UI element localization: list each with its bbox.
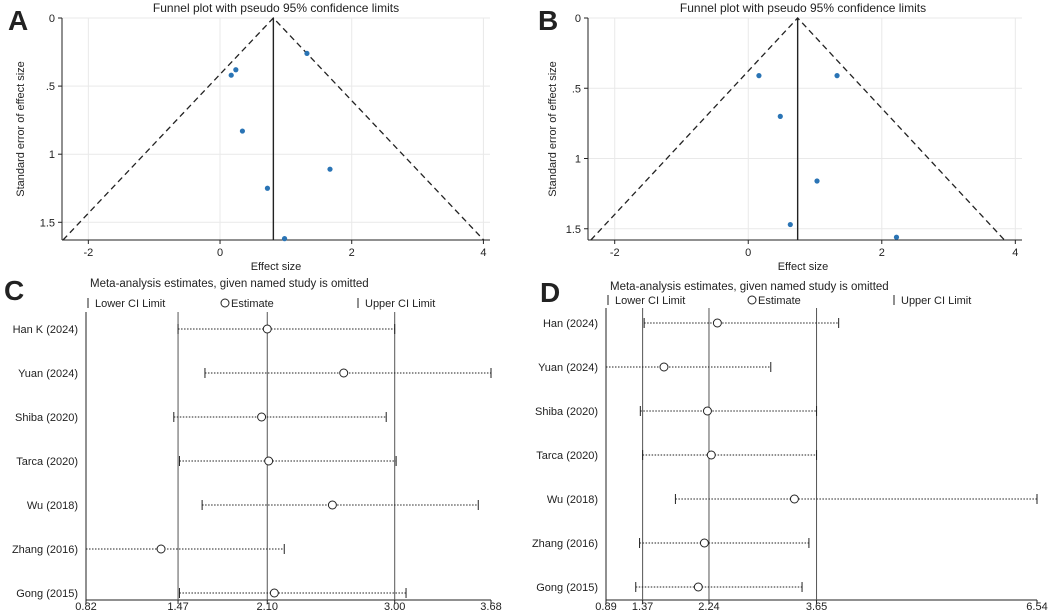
estimate-marker — [257, 412, 267, 422]
plot-area — [588, 18, 1022, 240]
study-point — [777, 113, 783, 119]
estimate-marker — [699, 538, 709, 548]
estimate-marker — [702, 406, 712, 416]
estimate-marker — [712, 318, 722, 328]
legend-upper-ci-label: Upper CI Limit — [901, 295, 971, 307]
y-tick-label: .5 — [572, 83, 581, 95]
study-label: Han K (2024) — [13, 324, 78, 336]
chart-title: Meta-analysis estimates, given named stu… — [610, 281, 889, 293]
x-tick-label: 0.82 — [75, 601, 96, 613]
estimate-marker — [706, 450, 716, 460]
study-label: Yuan (2024) — [18, 368, 78, 380]
x-axis-label: Effect size — [251, 261, 302, 273]
study-point — [228, 72, 234, 78]
study-label: Gong (2015) — [536, 582, 598, 594]
estimate-marker — [693, 582, 703, 592]
x-tick-label: 2 — [879, 247, 885, 259]
study-label: Han (2024) — [543, 318, 598, 330]
x-axis-label: Effect size — [778, 261, 829, 273]
study-point — [327, 166, 333, 172]
study-label: Tarca (2020) — [16, 456, 78, 468]
legend-estimate-symbol — [747, 295, 757, 305]
legend-estimate-label: Estimate — [231, 298, 274, 310]
study-point — [787, 221, 793, 228]
x-tick-label: 1.37 — [632, 601, 653, 613]
estimate-marker — [264, 456, 274, 466]
x-tick-label: 0 — [217, 247, 223, 259]
x-tick-label: 6.54 — [1026, 601, 1047, 613]
panel-label: C — [4, 275, 24, 306]
study-point — [304, 50, 310, 57]
estimate-marker — [789, 494, 799, 504]
legend-estimate-symbol — [220, 298, 230, 308]
estimate-marker — [262, 324, 272, 334]
x-tick-label: 0 — [745, 247, 751, 259]
legend-lower-ci-label: Lower CI Limit — [615, 295, 685, 307]
y-axis-label: Standard error of effect size — [15, 61, 27, 197]
chart-title: Meta-analysis estimates, given named stu… — [90, 278, 369, 290]
y-axis-label: Standard error of effect size — [547, 61, 559, 197]
study-label: Tarca (2020) — [536, 450, 598, 462]
study-label: Yuan (2024) — [538, 362, 598, 374]
x-tick-label: 2.10 — [257, 601, 278, 613]
legend-lower-ci-label: Lower CI Limit — [95, 298, 165, 310]
estimate-marker — [269, 588, 279, 598]
y-tick-label: 1 — [49, 149, 55, 161]
estimate-marker — [156, 544, 166, 554]
x-tick-label: -2 — [83, 247, 93, 259]
chart-title: Funnel plot with pseudo 95% confidence l… — [680, 1, 926, 15]
panel-label: B — [538, 5, 558, 36]
x-tick-label: 4 — [1012, 247, 1018, 259]
x-tick-label: 3.68 — [480, 601, 501, 613]
study-point — [281, 236, 288, 242]
estimate-marker — [339, 368, 349, 378]
study-point — [233, 67, 239, 73]
study-label: Gong (2015) — [16, 588, 78, 600]
legend-estimate-label: Estimate — [758, 295, 801, 307]
x-tick-label: 3.65 — [806, 601, 827, 613]
study-point — [239, 128, 246, 134]
y-tick-label: 0 — [575, 13, 581, 25]
study-point — [264, 185, 271, 191]
study-label: Zhang (2016) — [532, 538, 598, 550]
study-point — [834, 73, 840, 79]
study-label: Shiba (2020) — [535, 406, 598, 418]
study-point — [756, 73, 762, 79]
y-tick-label: 1 — [575, 154, 581, 166]
study-point — [893, 234, 900, 240]
chart-title: Funnel plot with pseudo 95% confidence l… — [153, 1, 399, 15]
study-label: Shiba (2020) — [15, 412, 78, 424]
y-tick-label: 0 — [49, 13, 55, 25]
y-tick-label: .5 — [46, 81, 55, 93]
study-label: Wu (2018) — [27, 500, 78, 512]
study-point — [814, 178, 820, 184]
x-tick-label: 1.47 — [167, 601, 188, 613]
y-tick-label: 1.5 — [40, 217, 55, 229]
x-tick-label: 4 — [480, 247, 486, 259]
x-tick-label: 3.00 — [384, 601, 405, 613]
panel-label: D — [540, 277, 560, 308]
x-tick-label: 2 — [349, 247, 355, 259]
legend-upper-ci-label: Upper CI Limit — [365, 298, 435, 310]
study-label: Wu (2018) — [547, 494, 598, 506]
y-tick-label: 1.5 — [566, 224, 581, 236]
estimate-marker — [327, 500, 337, 510]
panel-label: A — [8, 5, 28, 36]
x-tick-label: 2.24 — [698, 601, 719, 613]
x-tick-label: 0.89 — [595, 601, 616, 613]
x-tick-label: -2 — [610, 247, 620, 259]
estimate-marker — [659, 362, 669, 372]
plot-area — [62, 18, 490, 240]
study-label: Zhang (2016) — [12, 544, 78, 556]
